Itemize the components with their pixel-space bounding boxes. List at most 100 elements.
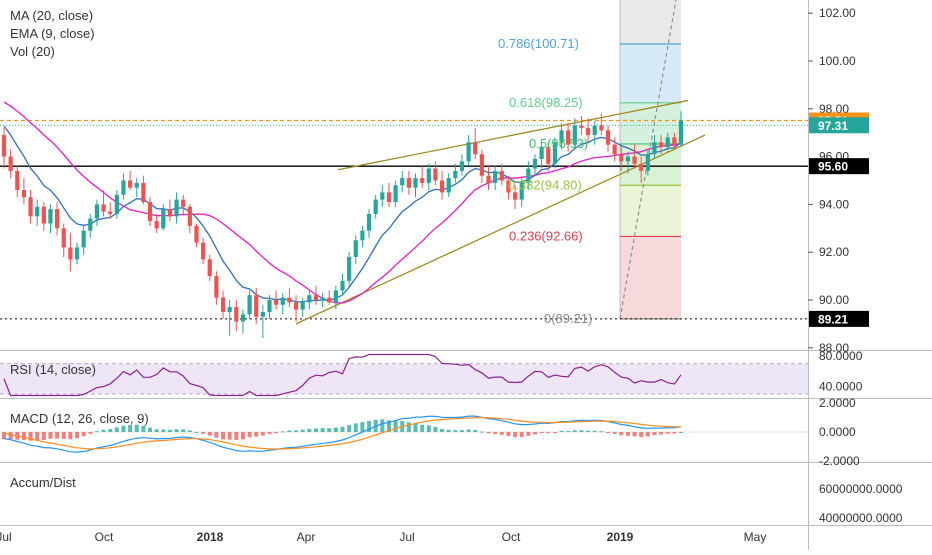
macd-hist-bar — [61, 432, 66, 439]
candle-body — [446, 178, 451, 193]
macd-hist-bar — [526, 432, 531, 436]
fib-zone-0 — [620, 0, 681, 45]
macd-hist-bar — [513, 432, 518, 438]
candle-body — [426, 168, 431, 183]
candle-body — [592, 125, 597, 136]
macd-hist-bar — [327, 428, 332, 432]
candle-body — [214, 276, 219, 298]
x-tick-7: May — [744, 530, 767, 544]
macd-hist-bar — [154, 429, 159, 432]
macd-hist-bar — [625, 432, 630, 436]
macd-hist-bar — [181, 429, 186, 432]
macd-hist-bar — [114, 427, 119, 432]
price-tick-4: 92.00 — [819, 245, 849, 259]
candle-body — [380, 192, 385, 200]
candle-body — [546, 147, 551, 164]
candle-body — [201, 242, 206, 260]
candle-body — [499, 170, 504, 181]
candle-body — [619, 154, 624, 162]
macd-hist-bar — [2, 432, 6, 440]
macd-hist-bar — [101, 429, 106, 432]
candle-body — [386, 192, 392, 203]
rsi-legend: RSI (14, close) — [10, 362, 96, 377]
channel-upper — [337, 99, 689, 171]
macd-hist-bar — [459, 430, 464, 432]
candle-body — [54, 209, 60, 229]
candle-body — [559, 130, 564, 143]
candle-body — [267, 300, 272, 312]
macd-hist-bar — [141, 425, 146, 432]
macd-hist-bar — [652, 432, 657, 436]
candle-body — [161, 209, 166, 229]
candle-body — [532, 158, 538, 169]
macd-hist-bar — [426, 425, 431, 432]
macd-hist-bar — [88, 432, 93, 434]
x-tick-6: 2019 — [607, 530, 634, 544]
candle-body — [28, 197, 33, 217]
macd-hist-bar — [572, 430, 577, 432]
candle-body — [605, 130, 611, 145]
rsi-line — [3, 353, 682, 397]
x-tick-0: Jul — [0, 530, 12, 544]
candle-body — [672, 137, 677, 145]
macd-hist-bar — [333, 427, 338, 432]
candle-body — [526, 168, 531, 183]
macd-hist-bar — [393, 420, 398, 432]
price-tick-2: 98.00 — [819, 102, 849, 116]
macd-hist-bar — [234, 432, 239, 441]
macd-hist-bar — [413, 423, 418, 432]
macd-hist-bar — [300, 429, 305, 432]
macd-hist-bar — [267, 432, 272, 434]
candle-body — [274, 300, 279, 305]
macd-hist-bar — [148, 427, 153, 432]
macd-hist-bar — [566, 431, 571, 433]
rsi-tick-0: 80.0000 — [819, 349, 863, 363]
price-tick-5: 90.00 — [819, 293, 849, 307]
candle-body — [625, 156, 631, 162]
macd-hist-bar — [519, 432, 524, 437]
candle-body — [108, 211, 113, 214]
ma-line — [3, 101, 682, 304]
macd-hist-bar — [493, 432, 498, 434]
fib-zone-5 — [620, 236, 681, 319]
price-tick-6: 88.00 — [819, 341, 849, 355]
macd-hist-bar — [55, 432, 60, 439]
legend-ema: EMA (9, close) — [10, 26, 95, 41]
macd-tick-2: -2.0000 — [819, 454, 860, 468]
candle-body — [373, 199, 378, 214]
candle-body — [327, 297, 332, 303]
candle-body — [247, 295, 252, 315]
macd-tick-1: 0.0000 — [819, 425, 856, 439]
macd-hist-bar — [679, 431, 683, 433]
macd-hist-bar — [599, 431, 604, 433]
macd-hist-bar — [75, 432, 80, 439]
candle-body — [393, 185, 398, 203]
candle-body — [665, 137, 670, 148]
candle-body — [658, 142, 664, 148]
macd-hist-bar — [406, 422, 411, 432]
macd-hist-bar — [307, 428, 312, 432]
candle-body — [645, 154, 650, 171]
candle-body — [48, 209, 53, 224]
candle-body — [227, 307, 232, 312]
candle-body — [15, 170, 20, 191]
fib-label-0: 0.786(100.71) — [498, 36, 579, 51]
macd-hist-bar — [41, 432, 46, 441]
x-tick-2: 2018 — [197, 530, 224, 544]
macd-hist-bar — [453, 430, 458, 432]
fib-label-5: 0(89.21) — [544, 311, 592, 326]
candle-body — [473, 142, 478, 155]
candle-body — [147, 202, 153, 222]
candle-body — [194, 225, 199, 243]
macd-hist-bar — [639, 432, 644, 438]
macd-hist-bar — [201, 432, 206, 434]
candle-body — [486, 175, 491, 183]
candle-body — [35, 206, 40, 217]
candle-body — [406, 178, 411, 188]
candle-body — [260, 311, 265, 317]
candle-body — [512, 192, 518, 200]
macd-hist-bar — [672, 432, 677, 434]
candle-body — [413, 178, 418, 188]
